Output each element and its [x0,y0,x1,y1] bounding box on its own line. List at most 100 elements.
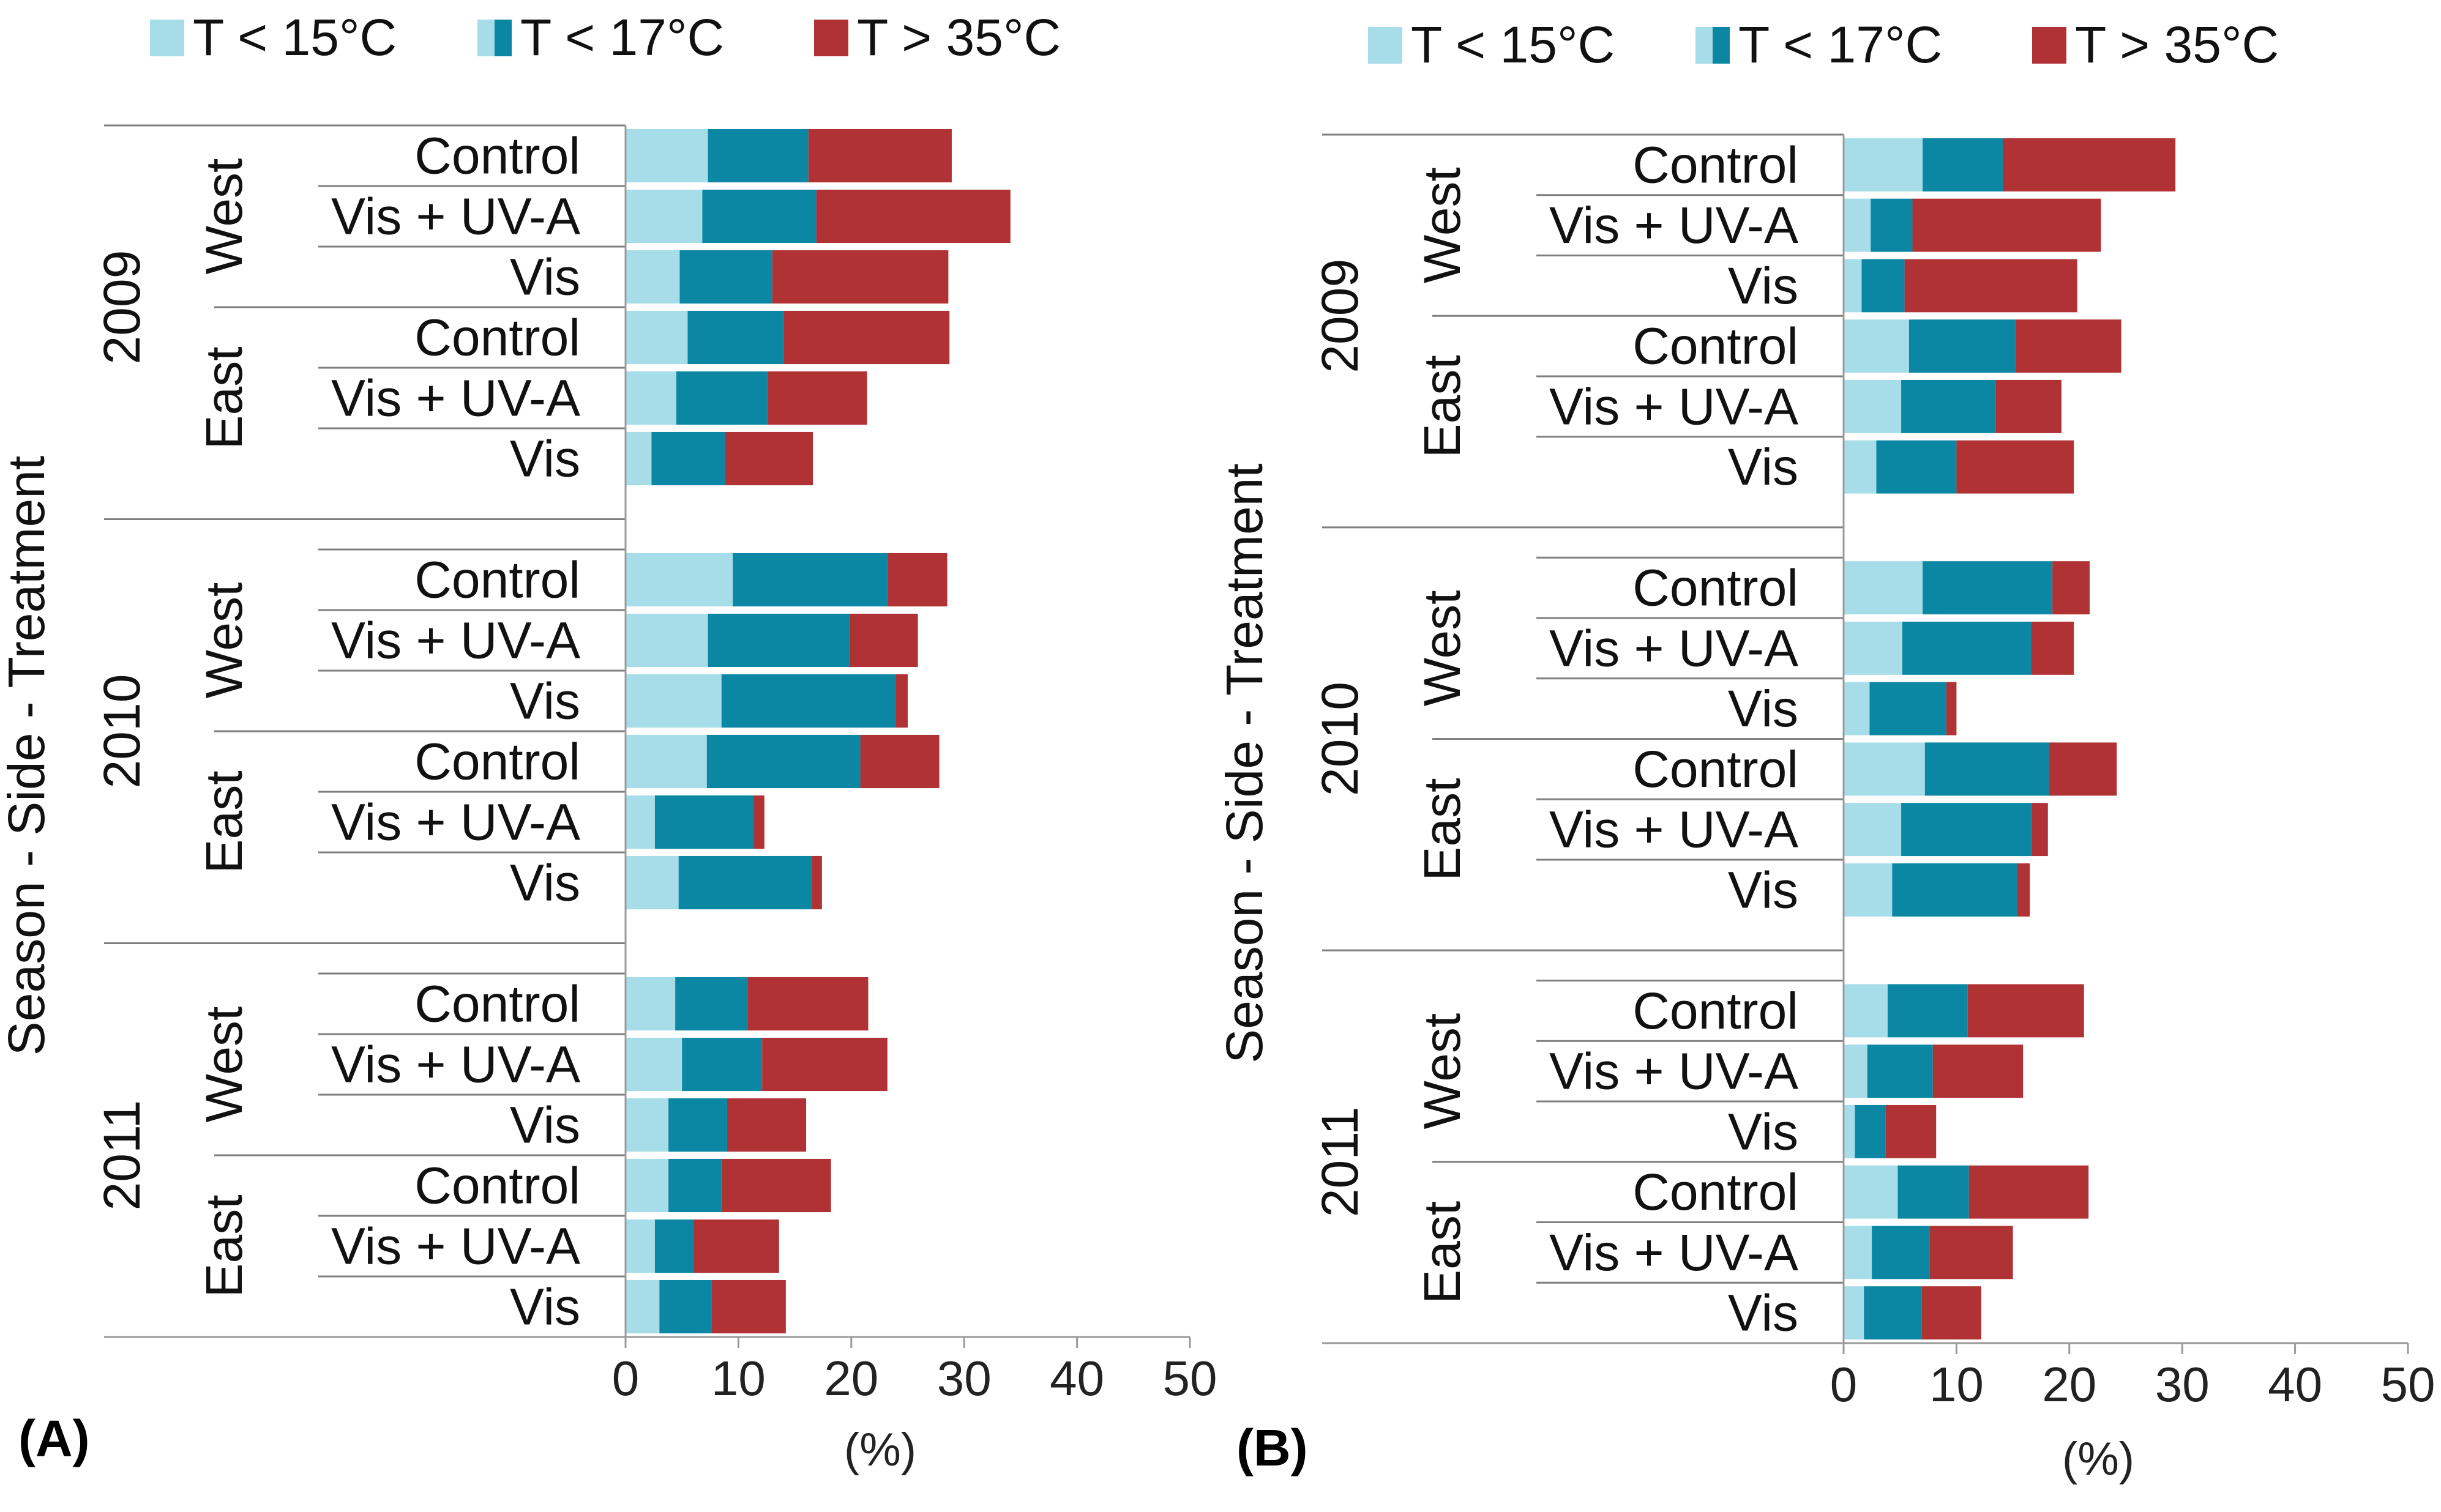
bar-gt35 [768,371,867,425]
bar-lt15 [626,431,652,486]
bar-lt17 [1908,319,2016,373]
x-tick-label: 30 [937,1351,992,1406]
treatment-label: Vis + UV-A [1549,801,1798,858]
bar-lt17 [733,553,888,607]
bar-lt15 [1844,379,1902,433]
bar-gt35 [772,250,949,304]
x-tick-label: 20 [824,1351,878,1406]
bar-lt15 [1844,319,1909,373]
side-label: West [1413,1013,1471,1130]
bar-lt17 [721,674,895,728]
treatment-label: Vis + UV-A [1549,196,1798,254]
treatment-label: Vis + UV-A [331,1036,580,1093]
treatment-label: Vis [1728,1103,1798,1160]
panel-label: (A) [18,1410,90,1467]
x-axis-label: (%) [2062,1433,2134,1485]
x-tick-label: 50 [1163,1351,1217,1406]
bar-lt15 [626,734,707,789]
legend-label-lt17: T < 17°C [520,9,724,66]
bar-lt15 [1844,742,1925,796]
legend-label-gt35: T > 35°C [2075,16,2279,73]
legend-swatch-lt15-part [477,20,495,56]
bar-lt15 [626,1098,669,1152]
bar-lt15 [1844,1286,1864,1340]
treatment-label: Vis [510,1097,580,1154]
treatment-label: Control [1632,740,1798,798]
side-label: West [195,1007,253,1123]
bar-lt15 [626,250,680,304]
bar-lt15 [1844,1045,1867,1098]
bar-gt35 [1995,379,2062,433]
bar-lt17 [654,795,753,849]
bar-lt17 [651,431,725,486]
side-label: East [195,770,253,873]
treatment-label: Vis [1728,1284,1798,1342]
bar-gt35 [812,855,822,910]
legend-swatch-lt15 [1368,27,1402,64]
side-label: West [195,583,253,699]
bar-gt35 [753,795,764,849]
x-tick-label: 0 [1830,1357,1858,1412]
x-tick-label: 20 [2042,1357,2096,1412]
bar-gt35 [747,977,869,1031]
bar-gt35 [1929,1226,2013,1279]
bar-gt35 [1904,259,2077,313]
treatment-label: Control [1632,318,1798,375]
treatment-label: Vis [510,854,580,912]
bar-gt35 [2049,742,2117,796]
bar-lt15 [626,128,708,183]
bar-lt15 [1844,682,1870,736]
bar-lt17 [1901,379,1996,433]
treatment-label: Vis [1728,438,1798,496]
bar-lt15 [1844,440,1877,494]
side-label: East [195,1194,253,1297]
side-label: East [1413,778,1471,881]
bar-lt15 [626,1158,669,1213]
season-label: 2010 [93,674,151,789]
bar-gt35 [895,674,908,728]
x-axis-label: (%) [844,1424,916,1476]
season-label: 2011 [93,1100,151,1211]
bar-lt15 [626,553,733,607]
treatment-label: Vis [510,430,580,488]
treatment-label: Control [414,551,580,609]
bar-lt17 [1923,561,2053,615]
x-tick-label: 30 [2155,1357,2210,1412]
bar-gt35 [850,613,918,668]
season-label: 2009 [1311,259,1369,373]
treatment-label: Vis [1728,257,1798,315]
bar-lt17 [708,613,850,668]
legend-label-lt15: T < 15°C [1411,16,1615,73]
treatment-label: Vis + UV-A [331,612,580,669]
treatment-label: Control [1632,1163,1798,1221]
bar-gt35 [1921,1286,1981,1340]
bar-gt35 [783,310,950,365]
bar-lt15 [1844,138,1923,192]
bar-lt17 [1864,1286,1922,1340]
bar-lt17 [708,128,809,183]
treatment-label: Vis + UV-A [331,370,580,427]
bar-lt17 [659,1279,712,1334]
side-label: West [1413,167,1471,283]
treatment-label: Vis [1728,861,1798,918]
side-label: East [1413,355,1471,458]
season-label: 2011 [1311,1106,1369,1217]
bar-lt17 [1872,1226,1930,1279]
bar-lt15 [626,371,676,425]
treatment-label: Vis + UV-A [1549,378,1798,435]
legend-label-gt35: T > 35°C [857,9,1061,66]
treatment-label: Vis + UV-A [1549,1043,1798,1100]
bar-gt35 [711,1279,786,1334]
bar-lt15 [626,977,676,1031]
bar-lt17 [1892,863,2017,917]
bar-gt35 [693,1219,779,1273]
bar-lt17 [1887,984,1968,1038]
x-tick-label: 40 [2268,1357,2322,1412]
bar-gt35 [721,1158,831,1213]
legend-swatch-lt17 [495,20,512,56]
legend-swatch-lt15-part [1695,27,1713,64]
legend-swatch-lt17 [1713,27,1730,64]
bar-gt35 [1946,682,1957,736]
season-label: 2009 [93,250,151,365]
